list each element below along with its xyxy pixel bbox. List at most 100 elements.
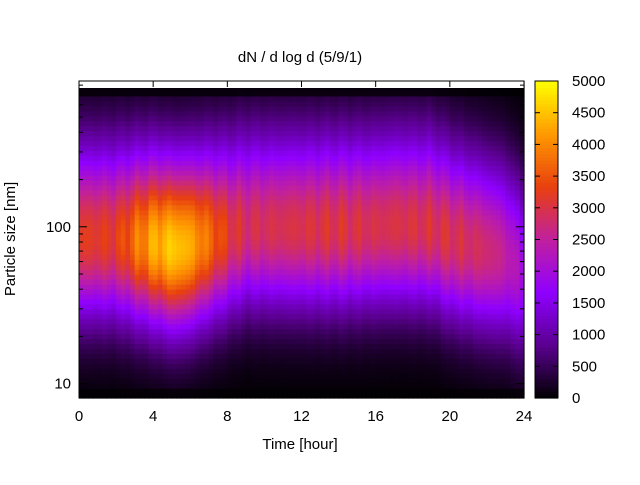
heatmap-cell xyxy=(292,284,298,290)
heatmap-cell xyxy=(389,175,395,181)
heatmap-cell xyxy=(199,328,205,335)
heatmap-cell xyxy=(310,259,317,265)
heatmap-cell xyxy=(157,85,164,92)
heatmap-cell xyxy=(153,140,159,146)
heatmap-cell xyxy=(162,284,168,290)
heatmap-cell xyxy=(389,229,395,236)
heatmap-cell xyxy=(167,313,173,320)
heatmap-cell xyxy=(361,318,367,325)
heatmap-cell xyxy=(231,338,238,345)
heatmap-cell xyxy=(259,289,266,295)
heatmap-cell xyxy=(180,214,187,221)
heatmap-cell xyxy=(129,194,136,201)
heatmap-cell xyxy=(333,204,340,211)
heatmap-cell xyxy=(102,393,108,399)
heatmap-cell xyxy=(231,189,238,196)
heatmap-cell xyxy=(208,293,215,300)
heatmap-cell xyxy=(255,189,261,196)
heatmap-cell xyxy=(417,125,423,132)
heatmap-cell xyxy=(269,175,275,181)
heatmap-cell xyxy=(389,353,395,359)
heatmap-cell xyxy=(343,135,349,142)
heatmap-cell xyxy=(111,115,117,122)
heatmap-cell xyxy=(403,264,409,270)
heatmap-cell xyxy=(310,165,317,171)
heatmap-cell xyxy=(134,279,140,285)
heatmap-cell xyxy=(167,204,173,211)
heatmap-cell xyxy=(287,105,293,112)
heatmap-cell xyxy=(371,130,377,137)
heatmap-cell xyxy=(347,358,354,364)
heatmap-cell xyxy=(292,289,298,295)
heatmap-cell xyxy=(292,85,298,92)
heatmap-cell xyxy=(324,115,330,122)
heatmap-cell xyxy=(167,165,173,171)
heatmap-cell xyxy=(343,85,349,92)
heatmap-cell xyxy=(426,214,432,221)
heatmap-cell xyxy=(435,358,442,364)
heatmap-cell xyxy=(264,313,270,320)
heatmap-cell xyxy=(204,100,210,107)
heatmap-cell xyxy=(301,239,307,246)
heatmap-cell xyxy=(176,298,182,305)
heatmap-cell xyxy=(343,170,349,176)
heatmap-cell xyxy=(241,175,247,181)
heatmap-cell xyxy=(417,90,423,97)
heatmap-cell xyxy=(380,209,386,216)
heatmap-cell xyxy=(278,358,284,364)
heatmap-cell xyxy=(422,189,428,196)
heatmap-cell xyxy=(116,333,122,340)
heatmap-cell xyxy=(250,105,256,112)
heatmap-cell xyxy=(366,224,372,231)
heatmap-cell xyxy=(106,185,113,191)
heatmap-cell xyxy=(143,348,150,355)
heatmap-cell xyxy=(180,234,187,241)
heatmap-cell xyxy=(222,150,228,156)
heatmap-cell xyxy=(120,90,126,97)
heatmap-cell xyxy=(269,115,275,122)
heatmap-cell xyxy=(287,338,293,345)
heatmap-cell xyxy=(259,185,266,191)
heatmap-cell xyxy=(320,209,326,216)
heatmap-cell xyxy=(296,95,303,102)
heatmap-cell xyxy=(231,343,238,350)
heatmap-cell xyxy=(389,388,395,394)
heatmap-cell xyxy=(426,393,432,399)
heatmap-cell xyxy=(296,165,303,171)
heatmap-cell xyxy=(366,135,372,142)
heatmap-cell xyxy=(426,140,432,146)
heatmap-cell xyxy=(435,284,442,290)
heatmap-cell xyxy=(403,175,409,181)
heatmap-cell xyxy=(320,199,326,206)
heatmap-cell xyxy=(227,318,233,325)
heatmap-cell xyxy=(338,308,344,315)
heatmap-cell xyxy=(190,125,196,132)
heatmap-cell xyxy=(412,298,418,305)
heatmap-cell xyxy=(176,204,182,211)
heatmap-cell xyxy=(218,338,224,345)
heatmap-cell xyxy=(310,145,317,151)
heatmap-cell xyxy=(264,224,270,231)
heatmap-cell xyxy=(375,269,381,275)
heatmap-cell xyxy=(259,298,266,305)
heatmap-cell xyxy=(324,209,330,216)
heatmap-cell xyxy=(208,393,215,399)
heatmap-cell xyxy=(185,219,191,226)
heatmap-cell xyxy=(171,249,177,255)
heatmap-cell xyxy=(245,189,252,196)
heatmap-cell xyxy=(259,95,266,102)
heatmap-cell xyxy=(111,145,117,151)
heatmap-cell xyxy=(129,318,136,325)
heatmap-cell xyxy=(102,323,108,330)
heatmap-cell xyxy=(333,209,340,216)
heatmap-cell xyxy=(329,318,335,325)
heatmap-cell xyxy=(153,85,159,92)
heatmap-cell xyxy=(278,293,284,300)
heatmap-cell xyxy=(153,348,159,355)
heatmap-cell xyxy=(250,214,256,221)
heatmap-cell xyxy=(343,234,349,241)
heatmap-cell xyxy=(97,204,103,211)
heatmap-cell xyxy=(273,165,279,171)
heatmap-cell xyxy=(83,259,89,265)
heatmap-cell xyxy=(394,353,400,359)
